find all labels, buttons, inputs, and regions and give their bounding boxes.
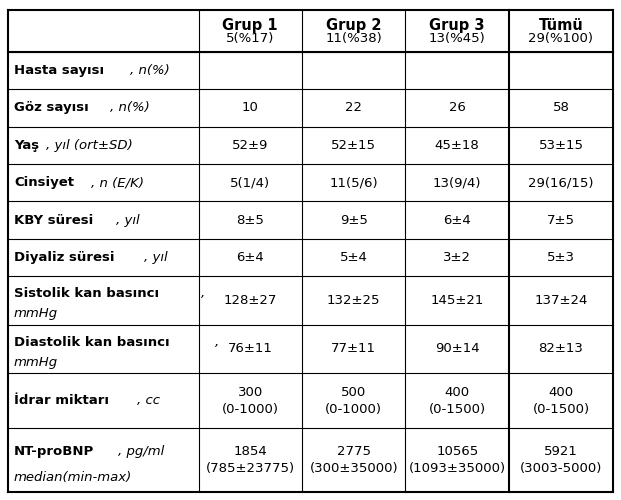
Text: 13(%45): 13(%45) bbox=[429, 32, 486, 45]
Text: Diastolik kan basıncı: Diastolik kan basıncı bbox=[14, 336, 170, 349]
Text: 500
(0-1000): 500 (0-1000) bbox=[325, 386, 383, 416]
Text: 132±25: 132±25 bbox=[327, 294, 381, 307]
Text: 5(%17): 5(%17) bbox=[226, 32, 274, 45]
Text: Sistolik kan basıncı: Sistolik kan basıncı bbox=[14, 288, 159, 300]
Text: 128±27: 128±27 bbox=[224, 294, 277, 307]
Text: , n (E/K): , n (E/K) bbox=[91, 176, 145, 190]
Text: 5±3: 5±3 bbox=[547, 251, 575, 264]
Text: 26: 26 bbox=[449, 102, 466, 114]
Text: 5921
(3003-5000): 5921 (3003-5000) bbox=[520, 445, 602, 475]
Text: mmHg: mmHg bbox=[14, 356, 58, 368]
Text: 145±21: 145±21 bbox=[430, 294, 484, 307]
Text: Yaş: Yaş bbox=[14, 139, 39, 152]
Text: 6±4: 6±4 bbox=[237, 251, 264, 264]
Text: 29(16/15): 29(16/15) bbox=[528, 176, 594, 190]
Text: 5(1/4): 5(1/4) bbox=[230, 176, 270, 190]
Text: 3±2: 3±2 bbox=[443, 251, 471, 264]
Text: 137±24: 137±24 bbox=[534, 294, 587, 307]
Text: 11(%38): 11(%38) bbox=[325, 32, 382, 45]
Text: ,: , bbox=[201, 288, 206, 300]
Text: , n(%): , n(%) bbox=[130, 64, 170, 77]
Text: Göz sayısı: Göz sayısı bbox=[14, 102, 89, 114]
Text: 400
(0-1500): 400 (0-1500) bbox=[428, 386, 486, 416]
Text: 52±9: 52±9 bbox=[232, 139, 268, 152]
Text: 29(%100): 29(%100) bbox=[528, 32, 594, 45]
Text: , n(%): , n(%) bbox=[111, 102, 150, 114]
Text: İdrar miktarı: İdrar miktarı bbox=[14, 394, 109, 407]
Text: 90±14: 90±14 bbox=[435, 342, 479, 355]
Text: Hasta sayısı: Hasta sayısı bbox=[14, 64, 104, 77]
Text: 58: 58 bbox=[553, 102, 569, 114]
Text: 300
(0-1000): 300 (0-1000) bbox=[222, 386, 279, 416]
Text: 52±15: 52±15 bbox=[331, 139, 376, 152]
Text: Diyaliz süresi: Diyaliz süresi bbox=[14, 251, 114, 264]
Text: 76±11: 76±11 bbox=[228, 342, 273, 355]
Text: 53±15: 53±15 bbox=[538, 139, 584, 152]
Text: Tümü: Tümü bbox=[538, 18, 583, 33]
Text: 11(5/6): 11(5/6) bbox=[330, 176, 378, 190]
Text: 13(9/4): 13(9/4) bbox=[433, 176, 481, 190]
Text: 9±5: 9±5 bbox=[340, 214, 368, 226]
Text: 77±11: 77±11 bbox=[331, 342, 376, 355]
Text: , yıl: , yıl bbox=[143, 251, 167, 264]
Text: , cc: , cc bbox=[137, 394, 160, 407]
Text: 400
(0-1500): 400 (0-1500) bbox=[532, 386, 589, 416]
Text: NT-proBNP: NT-proBNP bbox=[14, 445, 94, 458]
Text: 10565
(1093±35000): 10565 (1093±35000) bbox=[409, 445, 505, 475]
Text: Grup 2: Grup 2 bbox=[326, 18, 381, 33]
Text: Grup 1: Grup 1 bbox=[222, 18, 278, 33]
Text: 5±4: 5±4 bbox=[340, 251, 368, 264]
Text: , pg/ml: , pg/ml bbox=[117, 445, 164, 458]
Text: 6±4: 6±4 bbox=[443, 214, 471, 226]
Text: 1854
(785±23775): 1854 (785±23775) bbox=[206, 445, 295, 475]
Text: , yıl: , yıl bbox=[116, 214, 140, 226]
Text: 2775
(300±35000): 2775 (300±35000) bbox=[309, 445, 398, 475]
Text: 7±5: 7±5 bbox=[547, 214, 575, 226]
Text: 10: 10 bbox=[242, 102, 259, 114]
Text: mmHg: mmHg bbox=[14, 307, 58, 320]
Text: KBY süresi: KBY süresi bbox=[14, 214, 93, 226]
Text: ,: , bbox=[215, 336, 219, 349]
Text: 22: 22 bbox=[345, 102, 362, 114]
Text: 82±13: 82±13 bbox=[538, 342, 583, 355]
Text: Cinsiyet: Cinsiyet bbox=[14, 176, 74, 190]
Text: Grup 3: Grup 3 bbox=[430, 18, 485, 33]
Text: median(min-max): median(min-max) bbox=[14, 471, 132, 484]
Text: 45±18: 45±18 bbox=[435, 139, 479, 152]
Text: , yıl (ort±SD): , yıl (ort±SD) bbox=[47, 139, 133, 152]
Text: 8±5: 8±5 bbox=[237, 214, 265, 226]
